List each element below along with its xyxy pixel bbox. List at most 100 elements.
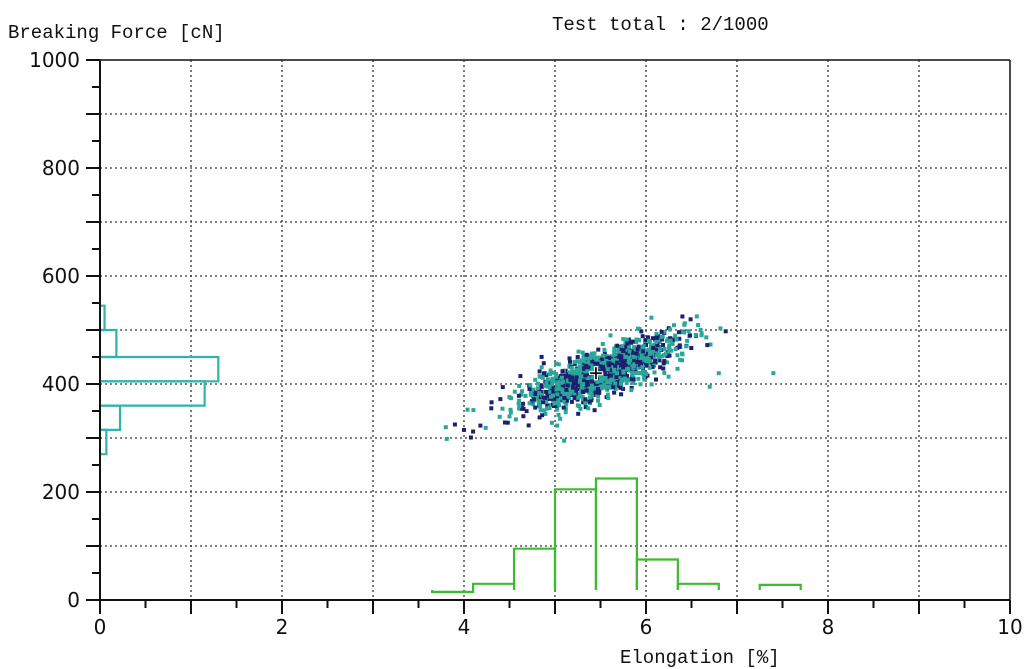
scatter-point — [636, 344, 641, 349]
scatter-point — [647, 365, 652, 370]
scatter-point — [613, 353, 618, 358]
x-histogram — [431, 477, 802, 594]
scatter-point — [626, 337, 631, 342]
scatter-point — [471, 408, 476, 413]
scatter-point — [471, 429, 476, 434]
scatter-point — [644, 359, 649, 364]
scatter-point — [604, 359, 609, 363]
scatter-point — [554, 372, 559, 376]
scatter-point — [616, 346, 621, 350]
scatter-point — [574, 378, 579, 383]
scatter-point — [567, 374, 572, 379]
scatter-point — [649, 343, 654, 348]
scatter-point — [638, 360, 643, 365]
y-histogram-bar — [100, 304, 106, 332]
scatter-point — [498, 397, 503, 402]
scatter-point — [518, 374, 523, 379]
scatter-point — [575, 383, 580, 388]
scatter-point — [590, 385, 595, 390]
scatter-point — [574, 367, 579, 372]
scatter-point — [654, 331, 659, 336]
scatter-point — [543, 383, 548, 388]
scatter-point — [520, 389, 524, 394]
scatter-point — [586, 365, 591, 370]
scatter-point — [688, 333, 692, 338]
scatter-point — [594, 355, 599, 360]
scatter-point — [589, 379, 594, 384]
scatter-point — [627, 344, 632, 349]
scatter-point — [540, 393, 545, 398]
scatter-point — [529, 391, 534, 396]
scatter-point — [592, 361, 597, 366]
scatter-point — [619, 354, 624, 359]
scatter-point — [577, 370, 582, 375]
scatter-point — [618, 385, 623, 390]
y-tick-label: 1000 — [29, 48, 80, 72]
scatter-point — [653, 358, 658, 363]
scatter-point — [639, 329, 644, 334]
scatter-point — [561, 383, 566, 387]
scatter-point — [632, 345, 637, 350]
scatter-point — [581, 354, 586, 359]
scatter-point — [570, 392, 575, 397]
scatter-point — [688, 317, 693, 322]
scatter-point — [635, 365, 640, 370]
scatter-point — [632, 358, 637, 363]
scatter-point — [634, 351, 639, 356]
scatter-point — [583, 401, 588, 405]
scatter-point — [528, 389, 533, 394]
scatter-point — [597, 389, 602, 394]
scatter-point — [596, 347, 601, 352]
scatter-point — [521, 414, 526, 419]
scatter-point — [631, 364, 636, 369]
scatter-point — [579, 358, 584, 363]
scatter-point — [613, 364, 618, 369]
scatter-point — [452, 422, 457, 427]
x-tick-label: 2 — [276, 615, 289, 639]
scatter-point — [624, 354, 628, 359]
scatter-point — [585, 382, 590, 387]
scatter-point — [661, 343, 666, 347]
scatter-point — [668, 338, 673, 343]
scatter-point — [576, 349, 581, 354]
scatter-point — [640, 365, 645, 370]
scatter-point — [524, 409, 529, 414]
scatter-point — [585, 369, 590, 374]
y-tick-label: 200 — [42, 480, 80, 504]
scatter-point — [547, 385, 552, 390]
scatter-point — [596, 394, 601, 399]
scatter-point — [531, 402, 536, 407]
y-histogram-bar — [100, 380, 206, 407]
tick-labels: 0 2 4 6 8 10 0 200 400 600 800 1000 — [29, 48, 1023, 639]
scatter-point — [629, 385, 634, 390]
scatter-point — [578, 406, 583, 411]
scatter-point — [659, 329, 664, 334]
scatter-point — [537, 391, 542, 396]
y-tick-label: 600 — [42, 264, 80, 288]
scatter-point — [583, 397, 588, 402]
scatter-point — [577, 366, 582, 371]
scatter-point — [564, 387, 569, 392]
scatter-point — [646, 335, 651, 340]
scatter-point — [528, 383, 533, 388]
y-histogram-bar — [100, 355, 220, 383]
scatter-point — [647, 338, 652, 343]
scatter-point — [572, 386, 577, 391]
scatter-point — [540, 375, 545, 380]
scatter-point — [618, 379, 623, 384]
scatter-point — [625, 373, 629, 378]
scatter-point — [771, 371, 776, 376]
x-histogram-bar — [512, 547, 557, 590]
scatter-point — [590, 367, 595, 372]
scatter-point — [580, 394, 585, 399]
scatter-point — [624, 349, 629, 354]
scatter-point — [622, 376, 627, 381]
scatter-point — [707, 384, 712, 389]
scatter-point — [548, 372, 553, 377]
scatter-point — [648, 351, 653, 356]
scatter-point — [635, 370, 640, 375]
scatter-point — [588, 360, 593, 365]
scatter-point — [583, 380, 588, 385]
scatter-point — [612, 367, 616, 372]
x-histogram-bar — [472, 582, 516, 590]
